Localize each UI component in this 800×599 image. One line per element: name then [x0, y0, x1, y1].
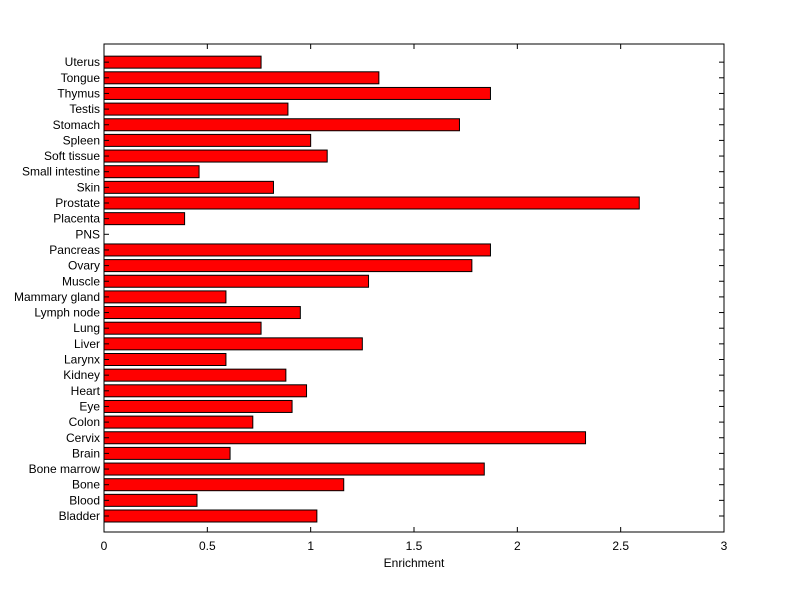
bar-muscle	[103, 274, 370, 288]
y-tick-label-tongue: Tongue	[61, 71, 101, 85]
x-tick-label-0-5: 0.5	[199, 539, 216, 553]
bar-placenta	[103, 212, 186, 226]
bar-soft-tissue	[103, 149, 328, 163]
y-tick-label-mammary-gland: Mammary gland	[14, 290, 100, 304]
bar-tongue	[103, 71, 380, 85]
x-tick-label-2: 2	[514, 539, 521, 553]
y-tick-label-lung: Lung	[73, 321, 100, 335]
bar-lymph-node	[103, 306, 301, 320]
bar-pancreas	[103, 243, 491, 257]
y-tick-label-blood: Blood	[69, 493, 100, 507]
bar-small-intestine	[103, 165, 200, 179]
bar-mammary-gland	[103, 290, 227, 304]
bar-kidney	[103, 368, 287, 382]
bar-ovary	[103, 259, 473, 273]
bar-heart	[103, 384, 308, 398]
y-tick-label-cervix: Cervix	[66, 431, 100, 445]
y-tick-label-soft-tissue: Soft tissue	[44, 149, 100, 163]
y-tick-label-lymph-node: Lymph node	[34, 306, 100, 320]
y-tick-label-bone-marrow: Bone marrow	[29, 462, 101, 476]
bar-stomach	[103, 118, 460, 132]
bar-eye	[103, 399, 293, 413]
y-tick-label-liver: Liver	[74, 337, 100, 351]
bar-colon	[103, 415, 254, 429]
x-tick-label-1-5: 1.5	[406, 539, 423, 553]
bar-bone	[103, 478, 345, 492]
y-tick-label-spleen: Spleen	[63, 133, 100, 147]
y-tick-label-brain: Brain	[72, 446, 100, 460]
y-tick-label-prostate: Prostate	[55, 196, 100, 210]
bar-larynx	[103, 353, 227, 366]
bar-thymus	[103, 86, 491, 100]
y-tick-label-ovary: Ovary	[68, 259, 100, 273]
y-tick-label-stomach: Stomach	[53, 118, 100, 132]
y-tick-label-skin: Skin	[77, 180, 100, 194]
y-tick-label-pancreas: Pancreas	[49, 243, 100, 257]
bar-brain	[103, 446, 231, 460]
y-tick-label-testis: Testis	[69, 102, 100, 116]
bar-blood	[103, 493, 198, 507]
bar-uterus	[103, 55, 262, 69]
bar-spleen	[103, 133, 312, 147]
bar-prostate	[103, 196, 640, 210]
y-tick-label-heart: Heart	[71, 384, 101, 398]
bar-bone-marrow	[103, 462, 485, 476]
bar-lung	[103, 321, 262, 335]
bar-skin	[103, 180, 274, 194]
y-tick-label-uterus: Uterus	[65, 55, 100, 69]
y-tick-label-bone: Bone	[72, 478, 100, 492]
y-tick-label-thymus: Thymus	[57, 86, 100, 100]
y-tick-label-colon: Colon	[69, 415, 100, 429]
x-tick-label-1: 1	[307, 539, 314, 553]
plot-frame	[103, 43, 725, 533]
x-tick-label-3: 3	[721, 539, 728, 553]
bar-cervix	[103, 431, 587, 445]
y-tick-label-placenta: Placenta	[53, 212, 100, 226]
bar-testis	[103, 102, 289, 116]
y-tick-label-eye: Eye	[79, 399, 100, 413]
y-tick-label-small-intestine: Small intestine	[22, 165, 100, 179]
x-tick-label-0: 0	[101, 539, 108, 553]
x-tick-label-2-5: 2.5	[612, 539, 629, 553]
bar-liver	[103, 337, 363, 351]
y-tick-label-larynx: Larynx	[64, 353, 100, 367]
bar-bladder	[103, 509, 318, 523]
y-tick-label-pns: PNS	[75, 227, 100, 241]
y-tick-label-bladder: Bladder	[59, 509, 100, 523]
x-axis-label: Enrichment	[384, 556, 445, 570]
y-tick-label-kidney: Kidney	[63, 368, 100, 382]
y-tick-label-muscle: Muscle	[62, 274, 100, 288]
